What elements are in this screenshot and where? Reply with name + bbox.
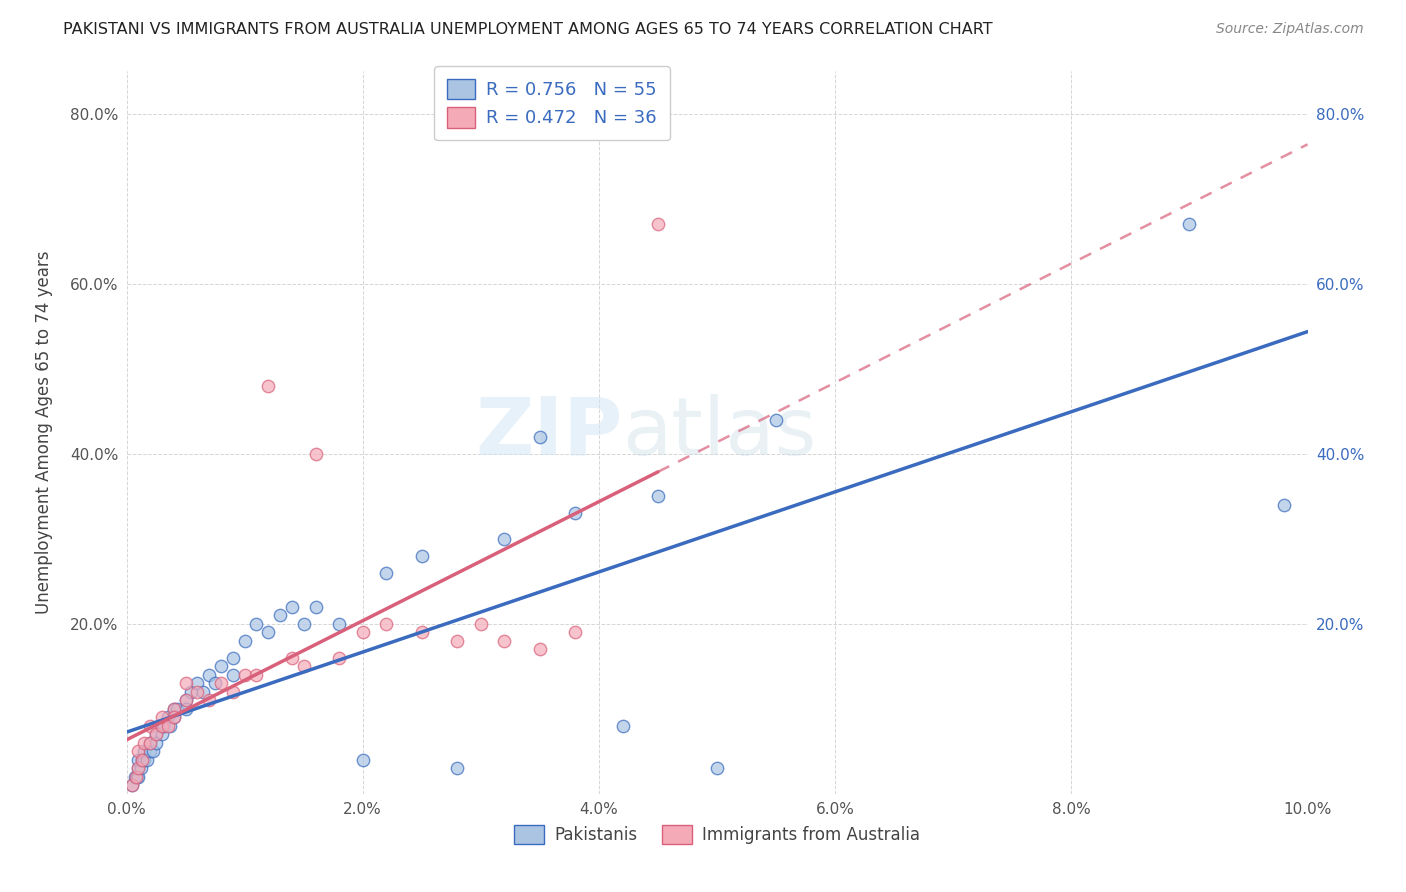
Point [292,616,315,631]
Point [411,625,433,640]
Point [150,719,173,733]
Point [529,642,551,657]
Point [131,753,153,767]
Point [222,651,245,665]
Point [198,693,221,707]
Point [129,761,152,775]
Point [647,218,669,232]
Point [352,753,374,767]
Point [174,693,197,707]
Point [159,719,181,733]
Point [134,744,156,758]
Point [166,702,188,716]
Point [446,633,468,648]
Point [131,753,153,767]
Point [304,447,326,461]
Point [150,719,173,733]
Point [163,702,186,716]
Point [233,668,256,682]
Text: ZIP: ZIP [475,393,623,472]
Point [647,489,669,503]
Point [304,599,326,614]
Point [281,599,304,614]
Point [174,676,197,690]
Point [470,616,492,631]
Point [135,753,157,767]
Point [269,608,291,623]
Point [127,770,149,784]
Point [180,685,202,699]
Point [375,616,398,631]
Text: Source: ZipAtlas.com: Source: ZipAtlas.com [1216,22,1364,37]
Point [494,532,516,546]
Point [245,616,267,631]
Point [156,710,179,724]
Point [150,710,173,724]
Point [139,719,162,733]
Point [352,625,374,640]
Point [156,719,179,733]
Point [163,710,186,724]
Point [186,676,208,690]
Point [127,753,149,767]
Point [233,633,256,648]
Point [145,736,167,750]
Point [209,676,232,690]
Point [411,549,433,563]
Point [209,659,232,673]
Point [150,727,173,741]
Point [145,727,167,741]
Point [134,753,156,767]
Text: atlas: atlas [623,393,817,472]
Point [222,685,245,699]
Point [141,744,163,758]
Legend: Pakistanis, Immigrants from Australia: Pakistanis, Immigrants from Australia [508,818,927,851]
Point [124,770,146,784]
Point [328,616,350,631]
Point [281,651,304,665]
Point [564,625,586,640]
Point [186,685,208,699]
Point [139,744,162,758]
Point [375,566,398,580]
Point [1272,498,1295,512]
Point [174,693,197,707]
Y-axis label: Unemployment Among Ages 65 to 74 years: Unemployment Among Ages 65 to 74 years [35,251,53,615]
Point [328,651,350,665]
Point [529,430,551,444]
Point [1178,218,1201,232]
Point [765,413,787,427]
Point [121,778,143,792]
Point [612,719,634,733]
Point [564,507,586,521]
Point [153,719,176,733]
Point [127,761,149,775]
Point [292,659,315,673]
Point [163,702,186,716]
Point [257,379,280,393]
Point [127,770,149,784]
Point [139,736,162,750]
Point [257,625,280,640]
Point [174,702,197,716]
Point [127,761,149,775]
Point [163,710,186,724]
Point [222,668,245,682]
Point [121,778,143,792]
Point [145,727,167,741]
Point [139,736,162,750]
Point [706,761,728,775]
Point [127,744,149,758]
Point [245,668,267,682]
Point [134,736,156,750]
Point [198,668,221,682]
Text: PAKISTANI VS IMMIGRANTS FROM AUSTRALIA UNEMPLOYMENT AMONG AGES 65 TO 74 YEARS CO: PAKISTANI VS IMMIGRANTS FROM AUSTRALIA U… [63,22,993,37]
Point [446,761,468,775]
Point [494,633,516,648]
Point [125,770,148,784]
Point [204,676,226,690]
Point [193,685,215,699]
